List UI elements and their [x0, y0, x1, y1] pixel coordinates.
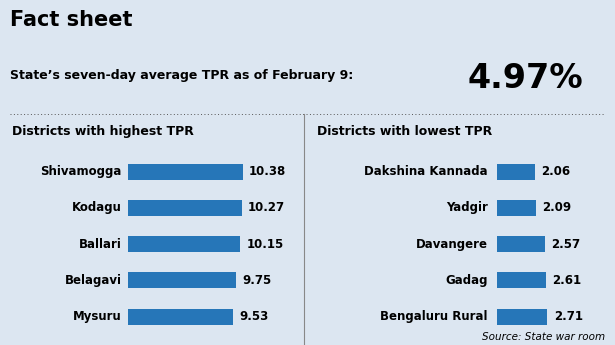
- Text: Districts with lowest TPR: Districts with lowest TPR: [317, 125, 492, 138]
- FancyBboxPatch shape: [128, 308, 233, 325]
- Text: Districts with highest TPR: Districts with highest TPR: [12, 125, 194, 138]
- FancyBboxPatch shape: [497, 272, 546, 288]
- Text: Gadag: Gadag: [445, 274, 488, 287]
- Text: 10.27: 10.27: [248, 201, 285, 214]
- Text: Ballari: Ballari: [79, 238, 122, 250]
- Text: Shivamogga: Shivamogga: [41, 165, 122, 178]
- Text: 2.57: 2.57: [551, 238, 580, 250]
- FancyBboxPatch shape: [128, 164, 243, 180]
- FancyBboxPatch shape: [497, 200, 536, 216]
- Text: Davangere: Davangere: [416, 238, 488, 250]
- Text: Dakshina Kannada: Dakshina Kannada: [364, 165, 488, 178]
- Text: 4.97%: 4.97%: [467, 62, 583, 95]
- FancyBboxPatch shape: [128, 200, 242, 216]
- Text: 9.75: 9.75: [242, 274, 271, 287]
- Text: Source: State war room: Source: State war room: [482, 332, 605, 342]
- Text: 2.09: 2.09: [542, 201, 571, 214]
- Text: Yadgir: Yadgir: [446, 201, 488, 214]
- Text: Bengaluru Rural: Bengaluru Rural: [380, 310, 488, 323]
- FancyBboxPatch shape: [497, 164, 536, 180]
- Text: Kodagu: Kodagu: [72, 201, 122, 214]
- Text: 2.06: 2.06: [542, 165, 571, 178]
- Text: 10.38: 10.38: [249, 165, 286, 178]
- Text: 10.15: 10.15: [246, 238, 284, 250]
- Text: State’s seven-day average TPR as of February 9:: State’s seven-day average TPR as of Febr…: [10, 69, 353, 82]
- FancyBboxPatch shape: [128, 236, 240, 252]
- Text: Fact sheet: Fact sheet: [10, 10, 132, 30]
- Text: Belagavi: Belagavi: [65, 274, 122, 287]
- FancyBboxPatch shape: [497, 236, 545, 252]
- Text: 9.53: 9.53: [239, 310, 269, 323]
- FancyBboxPatch shape: [128, 272, 236, 288]
- Text: 2.71: 2.71: [554, 310, 582, 323]
- Text: 2.61: 2.61: [552, 274, 581, 287]
- Text: Mysuru: Mysuru: [73, 310, 122, 323]
- FancyBboxPatch shape: [497, 308, 547, 325]
